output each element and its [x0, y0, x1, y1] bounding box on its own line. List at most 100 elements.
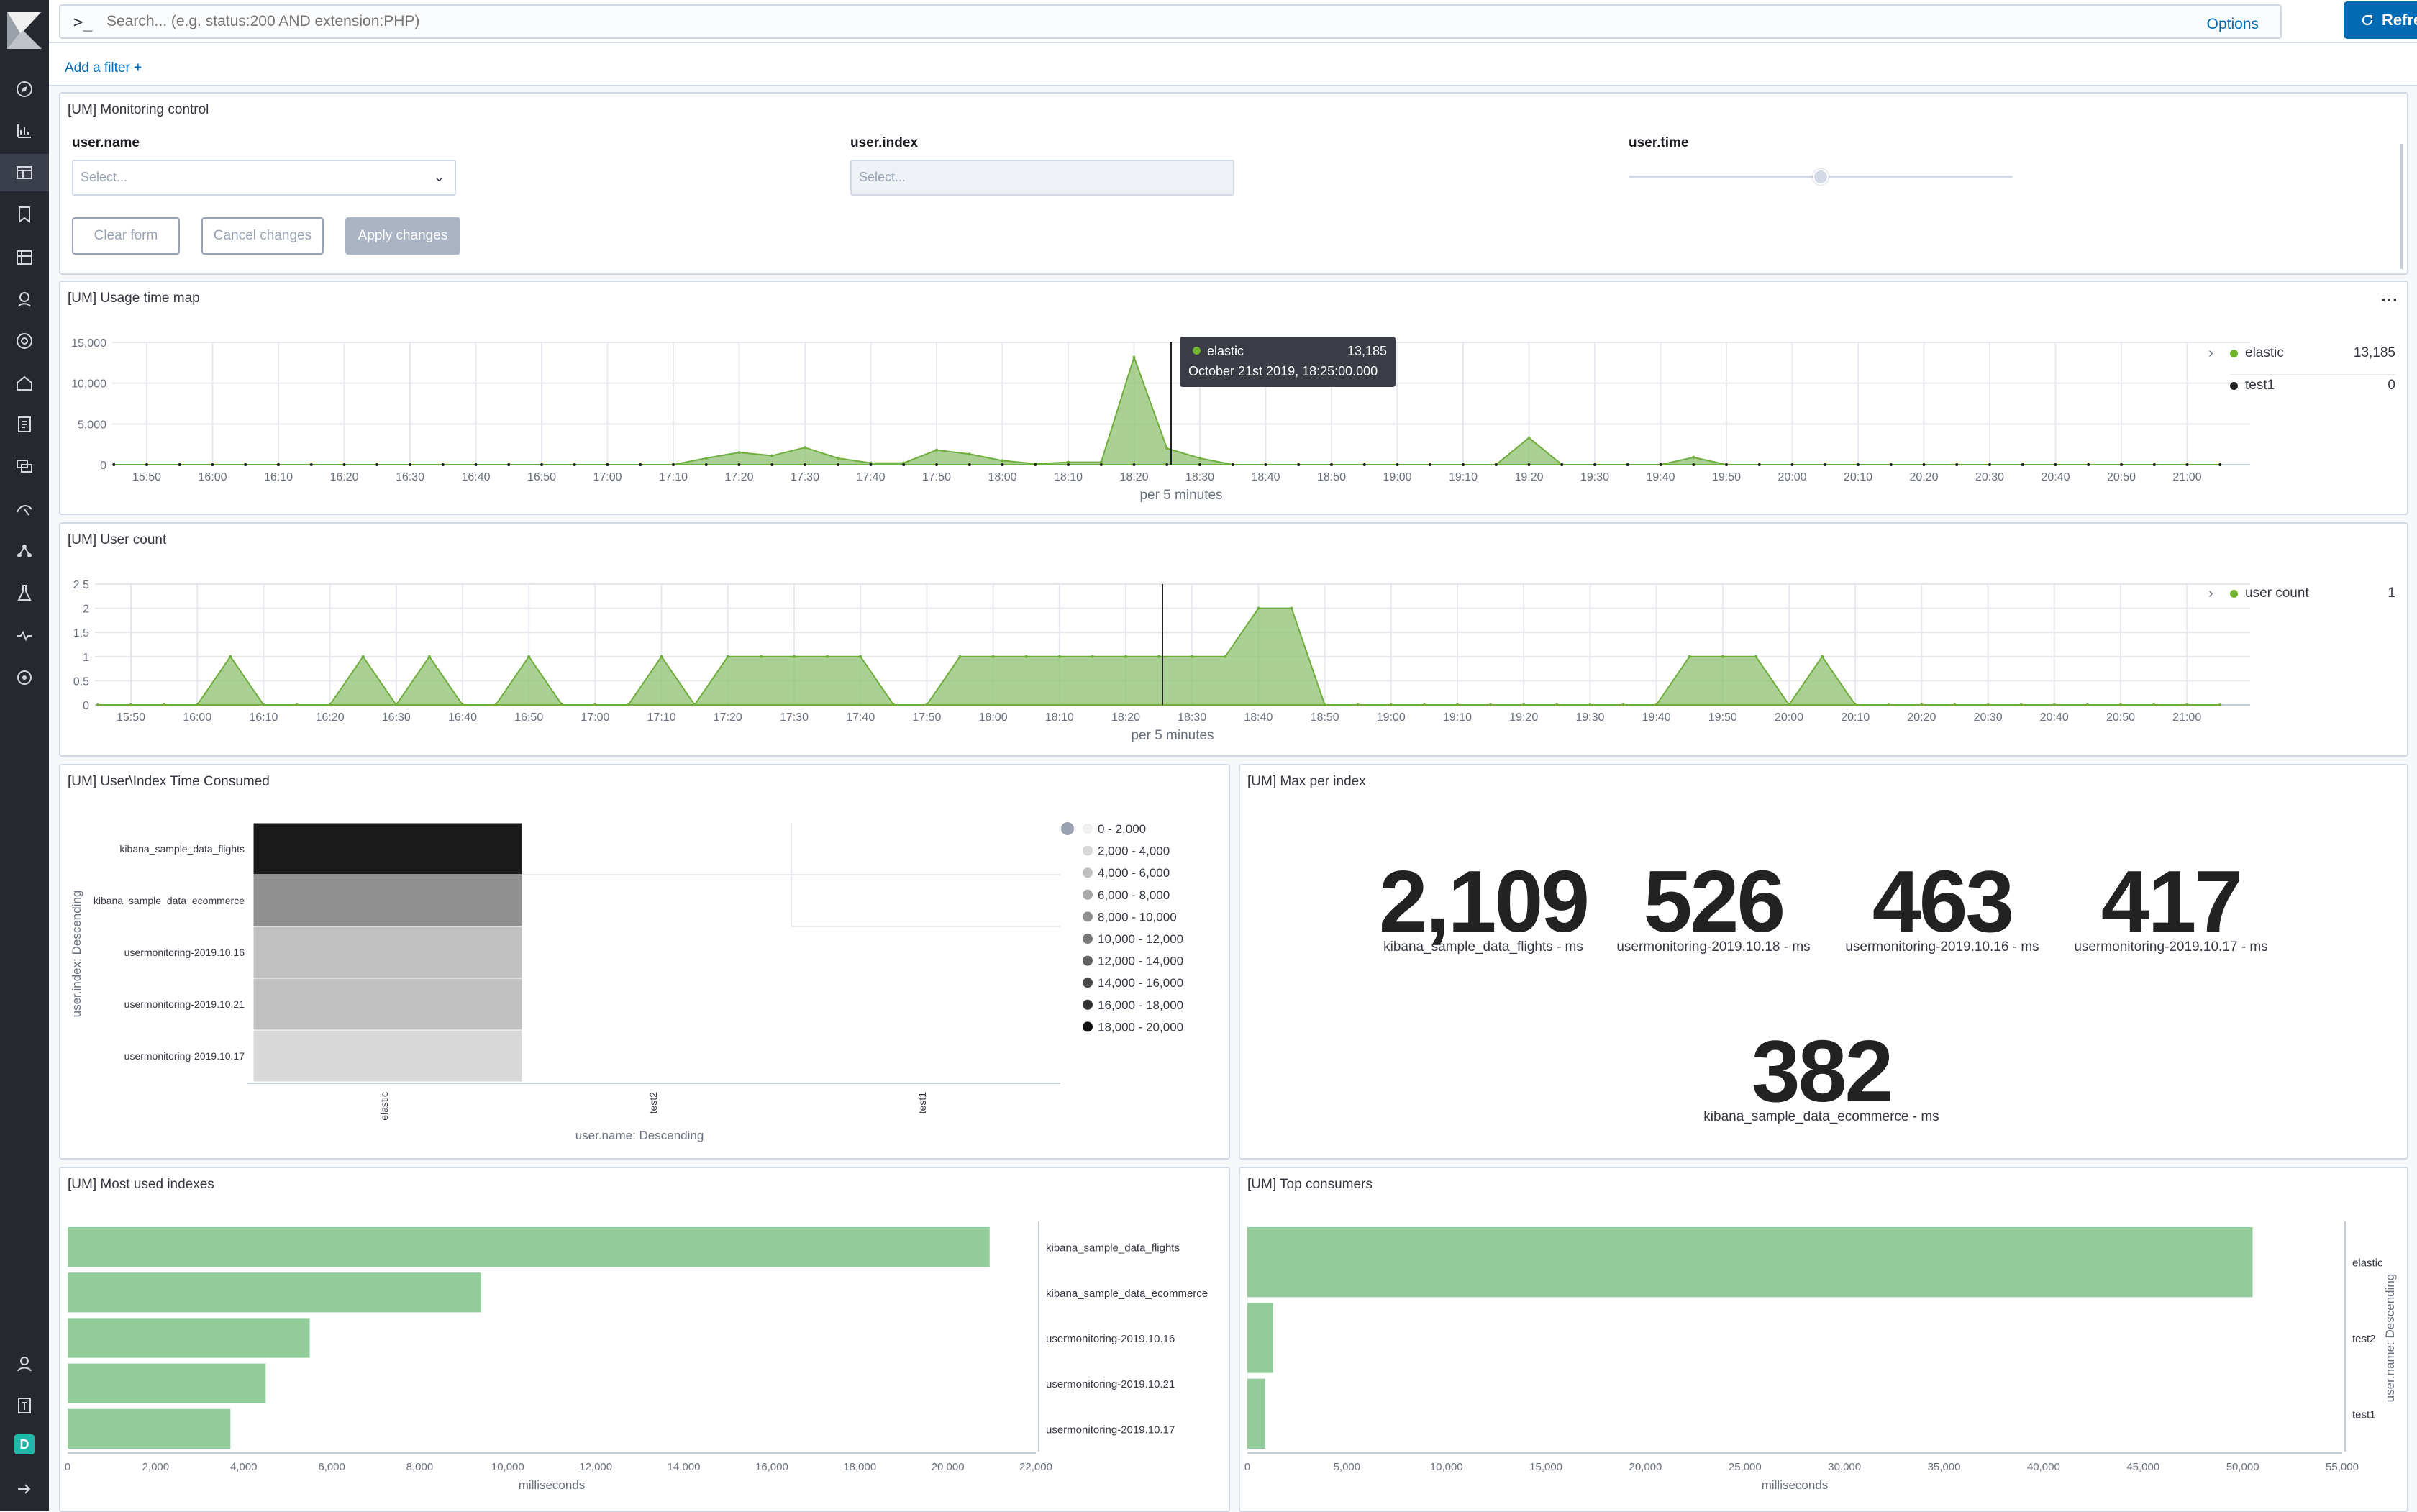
logs-icon[interactable] — [13, 329, 36, 352]
canvas-icon[interactable] — [13, 203, 36, 226]
search-input[interactable] — [106, 9, 2121, 35]
user-time-slider-track[interactable] — [1629, 169, 2013, 185]
data-point — [1754, 655, 1757, 658]
legend-item-elastic[interactable]: elastic 13,185 — [2230, 345, 2395, 361]
user-count-chart[interactable]: 0 0.5 1 1.5 2 2.5 15:50 16:00 16:10 16:20 16:30 16:… — [60, 524, 2410, 758]
user-time-slider-handle[interactable] — [1813, 169, 1829, 185]
x-tick-label: 18:20 — [1119, 471, 1148, 483]
refresh-icon — [2362, 14, 2373, 26]
add-filter-button[interactable]: Add a filter + — [65, 60, 142, 76]
heatmap-chart[interactable]: kibana_sample_data_flights kibana_sample_… — [60, 765, 1232, 1161]
panel-options-icon[interactable]: ··· — [2381, 291, 2398, 310]
data-point — [1362, 463, 1366, 466]
x-tick-label: 0 — [1244, 1461, 1250, 1473]
tooltip-value: 13,185 — [1347, 344, 1387, 358]
data-point — [1257, 606, 1260, 610]
help-icon[interactable] — [13, 666, 36, 689]
top-consumers-bar-chart[interactable]: elastic test2 test1 0 5,000 10,000 15,000 20,00… — [1240, 1168, 2410, 1512]
x-tick-label: 18:40 — [1251, 471, 1280, 483]
top-consumers-panel: [UM] Top consumers elastic test2 test1 0 5,0… — [1239, 1167, 2408, 1512]
legend-toggle-icon[interactable]: › — [2208, 586, 2213, 601]
data-point — [1356, 703, 1360, 706]
collapse-icon[interactable] — [13, 1477, 36, 1500]
x-tick-label: 20:30 — [1974, 711, 2003, 724]
x-tick-label: 20,000 — [932, 1461, 965, 1473]
data-point — [770, 454, 774, 457]
y-tick-label: kibana_sample_data_flights — [1046, 1242, 1180, 1254]
uptime-icon[interactable] — [13, 413, 36, 436]
legend-label: 16,000 - 18,000 — [1098, 998, 1183, 1012]
y-tick-label: 2 — [83, 604, 89, 616]
refresh-button[interactable]: Refresh — [2344, 1, 2417, 39]
data-point — [1099, 460, 1103, 464]
options-button[interactable]: Options — [2206, 16, 2259, 32]
x-tick-label: 19:50 — [1712, 471, 1741, 483]
data-point — [1091, 655, 1094, 658]
data-point — [328, 703, 332, 706]
data-point — [1024, 655, 1028, 658]
x-tick-label: elastic — [378, 1092, 390, 1121]
maps-icon[interactable] — [13, 246, 36, 269]
usage-time-map-chart[interactable]: 0 5,000 10,000 15,000 15:50 16:00 16:10 16:20 16… — [60, 282, 2410, 516]
user-name-select[interactable]: Select... ⌄ — [72, 160, 456, 196]
y-tick-label: 1.5 — [73, 627, 89, 639]
most-used-bar-chart[interactable]: kibana_sample_data_flights kibana_sample_… — [60, 1168, 1232, 1512]
query-language-switch[interactable]: >_ — [73, 14, 93, 32]
visualize-icon[interactable] — [13, 119, 36, 142]
data-point — [361, 655, 365, 658]
legend-value: 1 — [2388, 586, 2395, 601]
user-icon[interactable] — [13, 1352, 36, 1375]
user-icon[interactable] — [13, 624, 36, 647]
sidebar-space-avatar[interactable]: D — [13, 1433, 36, 1456]
discover-icon[interactable] — [13, 78, 36, 101]
search-box[interactable]: >_ Options — [59, 4, 2282, 39]
data-point — [573, 463, 576, 466]
user-index-placeholder: Select... — [859, 170, 906, 184]
data-point — [672, 463, 675, 466]
panel-scrollbar[interactable] — [2400, 144, 2403, 269]
data-point — [494, 703, 498, 706]
legend-label: 0 - 2,000 — [1098, 822, 1146, 836]
dashboard-icon[interactable] — [13, 161, 36, 184]
legend-item-test1[interactable]: test1 0 — [2230, 374, 2395, 393]
panel-title: [UM] Usage time map — [68, 291, 200, 306]
data-point — [1067, 460, 1070, 464]
apply-changes-button[interactable]: Apply changes — [345, 217, 460, 255]
cancel-changes-button[interactable]: Cancel changes — [201, 217, 324, 255]
x-tick-label: 8,000 — [406, 1461, 434, 1473]
legend-swatch — [1083, 889, 1093, 900]
x-tick-label: 16:50 — [514, 711, 543, 724]
data-point — [560, 703, 564, 706]
monitoring-icon[interactable] — [13, 539, 36, 563]
data-point — [474, 463, 478, 466]
x-tick-label: 20:10 — [1841, 711, 1870, 724]
user-index-select[interactable]: Select... — [850, 160, 1234, 196]
bar-usermonitoring-2019.10.17 — [68, 1408, 231, 1449]
clear-form-button[interactable]: Clear form — [72, 217, 180, 255]
legend-toggle-icon[interactable]: › — [2208, 345, 2213, 361]
x-tick-label: 20:20 — [1909, 471, 1938, 483]
apm-icon[interactable] — [13, 371, 36, 394]
kibana-logo[interactable] — [4, 9, 45, 52]
x-tick-label: 30,000 — [1828, 1461, 1861, 1473]
legend-item-user-count[interactable]: user count 1 — [2230, 586, 2395, 601]
data-point — [1986, 703, 1990, 706]
data-point — [2054, 463, 2057, 466]
siem-icon[interactable] — [13, 455, 36, 478]
stack-management-icon[interactable] — [13, 581, 36, 604]
bar-test1 — [1247, 1378, 1265, 1449]
x-tick-label: 18:30 — [1178, 711, 1206, 724]
data-point — [295, 703, 299, 706]
x-tick-label: 18:00 — [988, 471, 1016, 483]
data-point — [1165, 463, 1169, 466]
legend-label: 14,000 - 16,000 — [1098, 976, 1183, 990]
panel-title: [UM] User\Index Time Consumed — [68, 774, 270, 789]
chevron-down-icon: ⌄ — [433, 170, 445, 184]
infrastructure-icon[interactable] — [13, 288, 36, 311]
heatmap-cell — [252, 822, 523, 875]
data-point — [793, 655, 796, 658]
data-point — [1788, 703, 1790, 706]
dev-tools-icon[interactable] — [13, 498, 36, 521]
data-point — [1626, 463, 1629, 466]
help-icon[interactable] — [13, 1394, 36, 1417]
